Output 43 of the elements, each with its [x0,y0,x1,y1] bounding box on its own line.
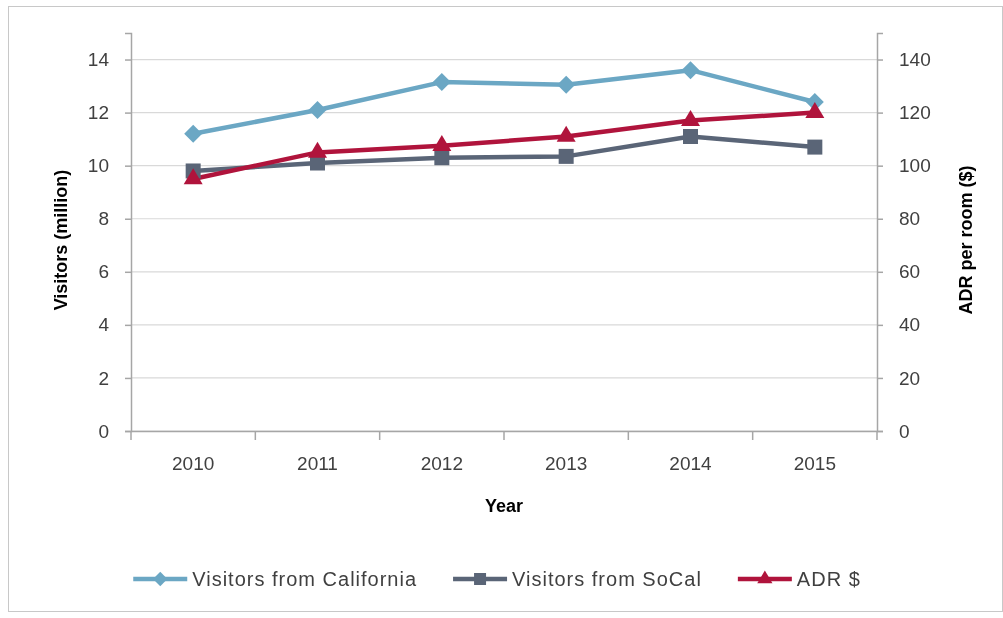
y-axis-title: Visitors (million) [51,169,71,311]
point [805,101,825,118]
point [434,150,450,166]
y-tick-label: 6 [98,261,109,283]
point [557,75,576,94]
x-tick-label: 2014 [669,453,713,475]
y-tick-label: 10 [87,155,109,177]
legend-label: Visitors from California [192,568,418,590]
x-tick-label: 2013 [545,453,588,475]
x-tick-label: 2011 [297,453,338,475]
point [308,100,327,119]
y2-tick-label: 20 [899,367,921,389]
point [683,128,698,144]
y-tick-label: 8 [98,208,109,230]
point [807,139,823,155]
x-axis-title: Year [484,496,524,516]
y2-tick-label: 80 [899,208,921,230]
x-tick-label: 2012 [420,453,463,475]
point [681,109,700,126]
point [183,168,203,185]
y2-tick-label: 140 [899,49,931,71]
point [556,125,576,142]
y-tick-label: 4 [98,314,110,336]
y-tick-label: 12 [87,102,109,124]
y-tick-label: 2 [98,367,109,389]
y2-tick-label: 60 [899,261,921,283]
y2-tick-label: 0 [899,420,910,442]
y2-tick-label: 120 [899,102,931,124]
x-tick-label: 2010 [172,453,215,475]
y-tick-label: 0 [98,420,109,442]
point [432,135,452,152]
y-tick-label: 14 [87,49,110,71]
point [184,124,203,143]
legend-label: Visitors from SoCal [512,568,702,590]
point [432,73,451,92]
x-tick-label: 2015 [793,453,836,475]
point [558,148,574,164]
legend-label: ADR $ [796,568,861,590]
point [681,61,700,80]
y2-axis-title: ADR per room ($) [956,165,976,315]
point [308,141,327,158]
y2-tick-label: 40 [899,314,921,336]
y2-tick-label: 100 [899,155,931,177]
